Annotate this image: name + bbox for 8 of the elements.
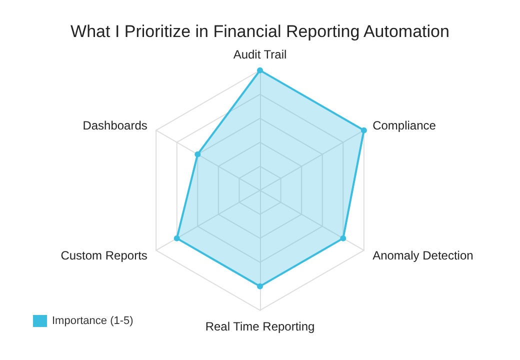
legend-label: Importance (1-5) — [52, 315, 134, 327]
spoke-label: Audit Trail — [233, 47, 287, 62]
chart-title: What I Prioritize in Financial Reporting Automation — [70, 22, 450, 41]
spoke-label: Dashboards — [82, 118, 148, 132]
spoke-label: Custom Reports — [60, 248, 148, 262]
spoke-label: Real Time Reporting — [205, 319, 315, 334]
spoke-label: Anomaly Detection — [372, 248, 474, 262]
spoke-label: Compliance — [372, 118, 436, 132]
